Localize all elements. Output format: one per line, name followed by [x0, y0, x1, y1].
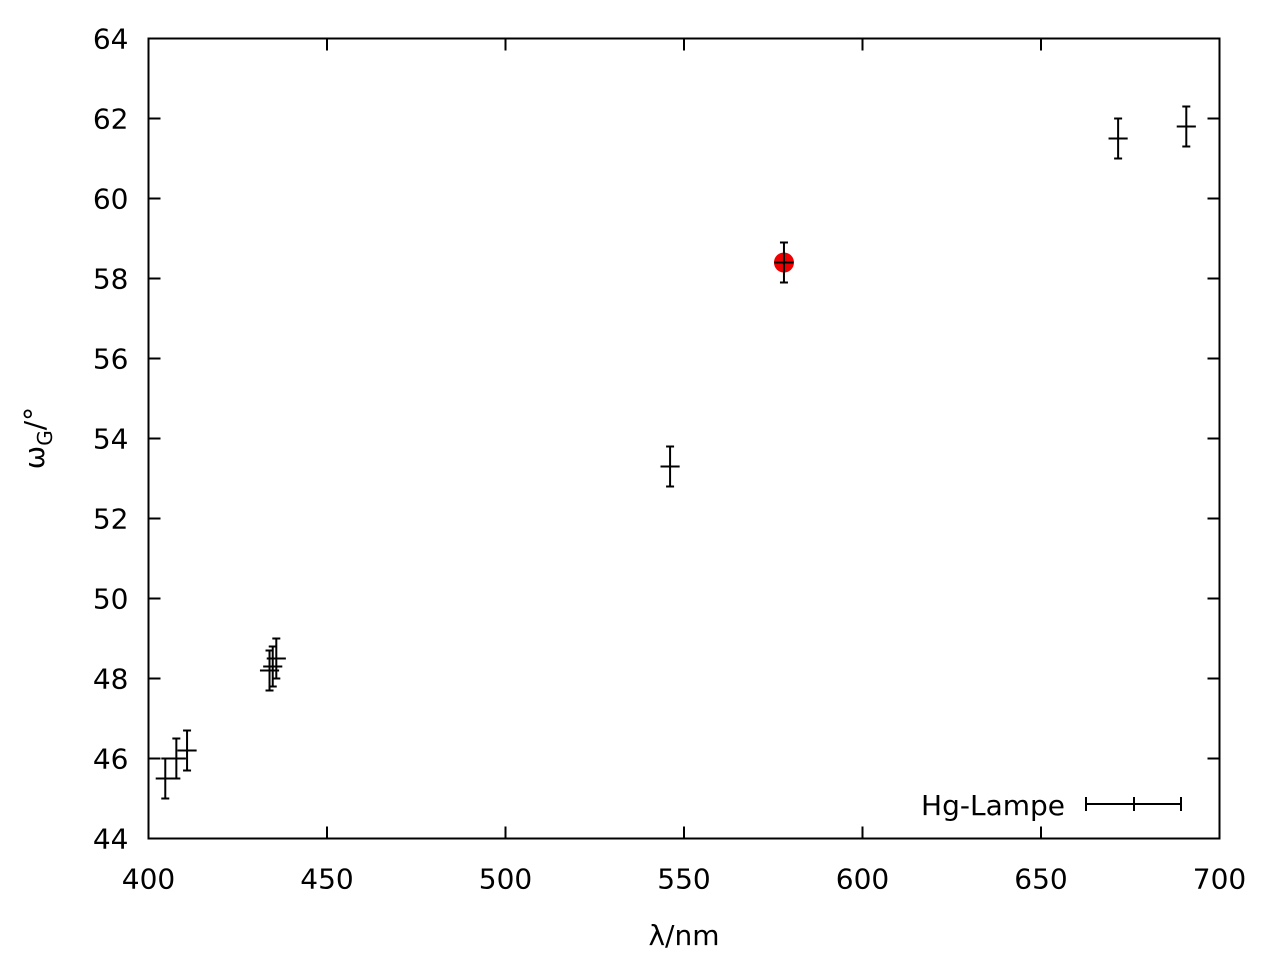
y-tick-label: 54: [93, 423, 129, 456]
data-point: [263, 645, 283, 688]
legend: Hg-Lampe: [921, 789, 1182, 822]
y-tick-label: 44: [93, 823, 129, 856]
y-tick-label: 52: [93, 503, 129, 536]
data-points: [155, 105, 1196, 800]
y-tick-label: 58: [93, 263, 129, 296]
x-tick-label: 400: [122, 863, 175, 896]
data-point: [177, 729, 197, 772]
data-point: [155, 757, 175, 800]
y-tick-label: 56: [93, 343, 129, 376]
data-point: [266, 637, 286, 680]
y-axis-ticks: 44 46 48 50 52 54 56 58 60 62 64: [93, 23, 1220, 856]
legend-errorbar-sample: [1085, 797, 1182, 811]
y-axis-label-base: ω: [18, 446, 51, 469]
x-tick-label: 450: [300, 863, 353, 896]
x-tick-label: 500: [479, 863, 532, 896]
legend-label: Hg-Lampe: [921, 789, 1065, 822]
x-tick-label: 650: [1014, 863, 1067, 896]
y-tick-label: 60: [93, 183, 129, 216]
data-point: [1108, 117, 1128, 160]
data-point: [774, 241, 794, 284]
y-tick-label: 64: [93, 23, 129, 56]
data-point: [166, 737, 186, 780]
x-tick-label: 600: [836, 863, 889, 896]
y-tick-label: 50: [93, 583, 129, 616]
y-tick-label: 46: [93, 743, 129, 776]
y-tick-label: 48: [93, 663, 129, 696]
x-tick-label: 550: [657, 863, 710, 896]
x-axis-ticks: 400 450 500 550 600 650 700: [122, 38, 1246, 896]
data-point: [1176, 105, 1196, 148]
y-axis-label-subscript: G: [33, 430, 57, 446]
y-tick-label: 62: [93, 103, 129, 136]
x-tick-label: 700: [1193, 863, 1246, 896]
y-axis-label-suffix: /°: [18, 407, 51, 430]
x-axis-label: λ/nm: [648, 919, 719, 952]
data-point: [660, 445, 680, 488]
plot-frame: [147, 37, 1221, 840]
y-axis-label: ωG/°: [18, 407, 57, 469]
